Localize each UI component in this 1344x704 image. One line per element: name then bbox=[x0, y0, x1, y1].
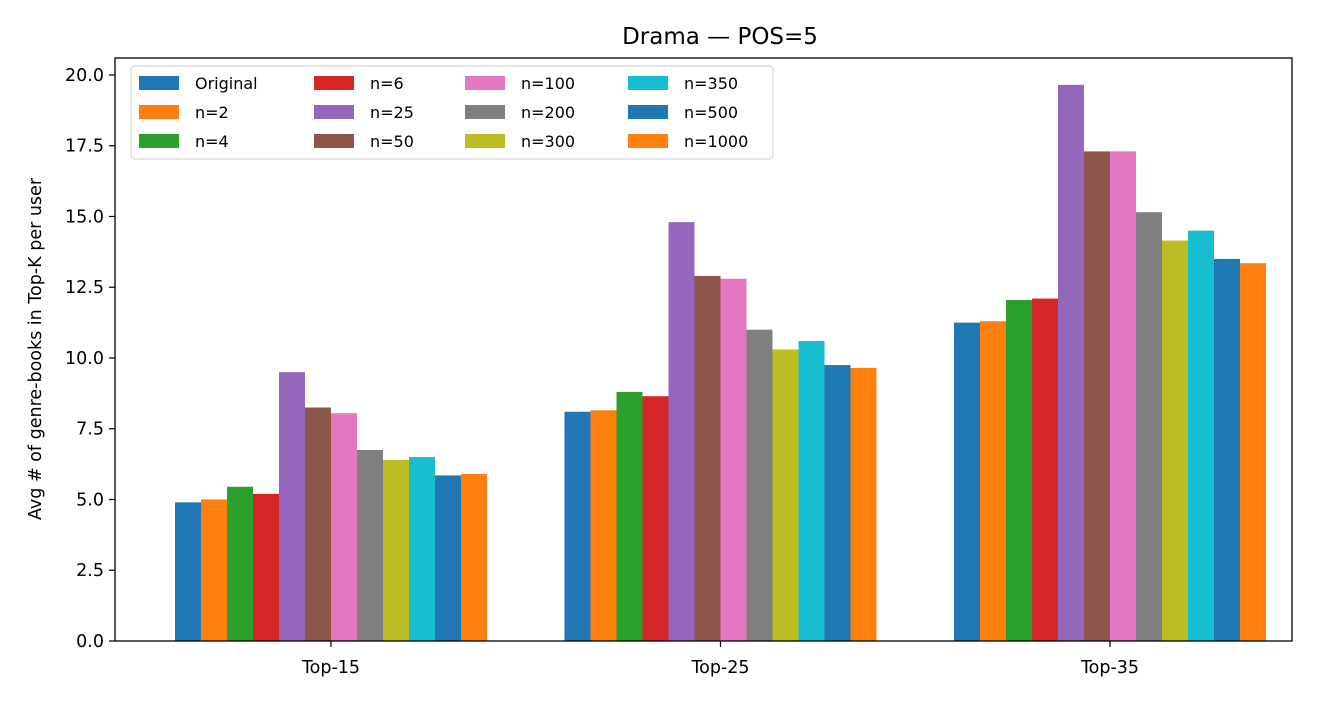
y-tick-label: 15.0 bbox=[65, 207, 104, 227]
y-tick-label: 17.5 bbox=[65, 137, 104, 157]
bar-n4-top-15 bbox=[227, 486, 253, 641]
legend-label: n=350 bbox=[684, 74, 738, 93]
legend-swatch bbox=[139, 134, 179, 148]
legend-box bbox=[130, 65, 774, 160]
bar-n300-top-35 bbox=[1162, 240, 1188, 641]
bar-n4-top-35 bbox=[1006, 299, 1032, 641]
bar-n500-top-25 bbox=[824, 365, 851, 641]
bar-n25-top-35 bbox=[1058, 84, 1084, 641]
bar-n200-top-15 bbox=[357, 449, 383, 641]
bar-n100-top-35 bbox=[1110, 151, 1136, 642]
bar-n100-top-15 bbox=[331, 413, 357, 641]
x-axis: Top-15 Top-25 Top-35 bbox=[301, 641, 1139, 678]
bar-n300-top-15 bbox=[383, 459, 409, 641]
bar-n50-top-25 bbox=[694, 275, 721, 641]
bar-n25-top-15 bbox=[279, 372, 305, 641]
legend-swatch bbox=[465, 76, 505, 90]
bar-n350-top-35 bbox=[1188, 230, 1214, 641]
bar-n2-top-15 bbox=[201, 499, 227, 641]
bar-n100-top-25 bbox=[720, 278, 747, 641]
legend-swatch bbox=[465, 105, 505, 119]
legend-label: n=6 bbox=[370, 74, 404, 93]
y-tick-label: 20.0 bbox=[65, 66, 104, 86]
bar-n300-top-25 bbox=[772, 349, 799, 641]
bar-n6-top-15 bbox=[253, 493, 279, 641]
bar-n50-top-35 bbox=[1084, 151, 1110, 642]
legend-swatch bbox=[314, 134, 354, 148]
legend-label: n=300 bbox=[521, 132, 575, 151]
x-tick-label: Top-15 bbox=[301, 658, 360, 678]
bar-n25-top-25 bbox=[668, 222, 695, 641]
bar-n2-top-25 bbox=[590, 410, 617, 641]
y-tick-label: 2.5 bbox=[76, 561, 104, 581]
legend-swatch bbox=[139, 105, 179, 119]
legend-label: n=200 bbox=[521, 103, 575, 122]
y-tick-label: 5.0 bbox=[76, 490, 104, 510]
legend-swatch bbox=[314, 76, 354, 90]
bar-n4-top-25 bbox=[616, 391, 643, 641]
y-tick-label: 12.5 bbox=[65, 278, 104, 298]
legend-label: n=2 bbox=[195, 103, 229, 122]
bar-n1000-top-15 bbox=[461, 474, 487, 641]
bar-n6-top-35 bbox=[1032, 298, 1058, 641]
bar-n200-top-25 bbox=[746, 329, 773, 641]
legend-label: n=50 bbox=[370, 132, 414, 151]
y-tick-label: 0.0 bbox=[76, 632, 104, 652]
plot-frame bbox=[114, 57, 1293, 642]
legend-swatch bbox=[465, 134, 505, 148]
bar-n1000-top-25 bbox=[850, 367, 877, 641]
legend-swatch bbox=[314, 105, 354, 119]
x-tick-label: Top-35 bbox=[1080, 658, 1139, 678]
y-axis-label: Avg # of genre-books in Top-K per user bbox=[26, 177, 46, 520]
bar-n50-top-15 bbox=[305, 407, 331, 641]
legend-label: Original bbox=[195, 74, 258, 93]
y-tick-label: 10.0 bbox=[65, 349, 104, 369]
bar-Original-top-35 bbox=[954, 322, 980, 641]
legend-swatch bbox=[628, 76, 668, 90]
legend-label: n=100 bbox=[521, 74, 575, 93]
legend-swatch bbox=[628, 105, 668, 119]
chart-title: Drama — POS=5 bbox=[622, 24, 818, 50]
bar-Original-top-15 bbox=[175, 502, 201, 641]
legend-label: n=500 bbox=[684, 103, 738, 122]
bar-n6-top-25 bbox=[642, 396, 669, 641]
legend-label: n=4 bbox=[195, 132, 229, 151]
legend: Original n=2 n=4 n=6 n=25 n=50 n=100 n=200 n=300… bbox=[130, 65, 774, 160]
y-tick-label: 7.5 bbox=[76, 420, 104, 440]
bar-n350-top-25 bbox=[798, 341, 825, 641]
bar-n2-top-35 bbox=[980, 321, 1006, 641]
legend-swatch bbox=[139, 76, 179, 90]
bar-n1000-top-35 bbox=[1240, 263, 1266, 641]
legend-label: n=1000 bbox=[684, 132, 748, 151]
bar-n350-top-15 bbox=[409, 457, 435, 641]
bar-n500-top-15 bbox=[435, 475, 461, 641]
y-axis: 0.0 2.5 5.0 7.5 10.0 12.5 15.0 17.5 20.0 bbox=[65, 66, 115, 652]
bar-Original-top-25 bbox=[564, 411, 591, 641]
legend-label: n=25 bbox=[370, 103, 414, 122]
bar-n200-top-35 bbox=[1136, 212, 1162, 641]
x-tick-label: Top-25 bbox=[690, 658, 749, 678]
legend-swatch bbox=[628, 134, 668, 148]
bars-group bbox=[175, 84, 1266, 642]
bar-n500-top-35 bbox=[1214, 258, 1240, 641]
